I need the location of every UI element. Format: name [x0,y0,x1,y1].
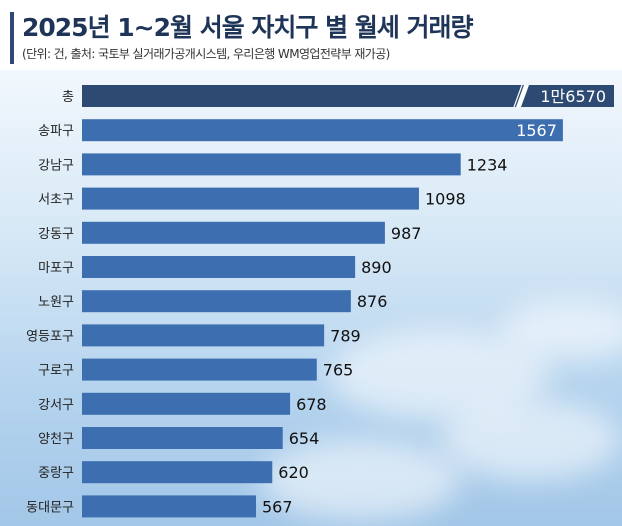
category-label: 중랑구 [38,466,74,481]
category-label: 양천구 [38,432,74,447]
category-label: 강남구 [38,158,74,173]
bar [82,187,419,210]
axis-break-line [513,84,523,108]
bar [82,495,257,518]
category-label: 마포구 [38,261,74,276]
bar [82,392,291,415]
category-label: 동대문구 [26,500,74,515]
cloud-decoration [500,300,622,360]
category-label: 송파구 [38,124,74,139]
category-label: 강서구 [38,398,74,413]
chart-header: 2025년 1~2월 서울 자치구 별 월세 거래량 (단위: 건, 출처: 국… [0,0,622,70]
category-label: 강동구 [38,227,74,242]
value-label: 1567 [516,121,557,140]
value-label: 1234 [467,155,508,174]
axis-break-mark [516,85,529,107]
cloud-decoration [260,440,460,520]
bar [82,256,356,278]
value-label: 654 [289,429,320,448]
bar [82,427,283,449]
value-label: 620 [278,463,309,482]
value-label: 890 [361,258,392,277]
bar [82,461,273,484]
value-label: 567 [262,497,293,516]
category-label: 서초구 [38,193,74,208]
chart-subtitle: (단위: 건, 출처: 국토부 실거래가공개시스템, 우리은행 WM영업전략부 … [22,47,390,61]
value-label: 1098 [425,190,466,209]
value-label: 789 [330,326,361,345]
category-label: 총 [62,90,74,105]
value-label: 678 [296,395,327,414]
value-label: 987 [391,224,422,243]
value-label-total: 1만6570 [540,87,606,106]
title-accent-bar [10,12,14,64]
value-label: 876 [357,292,388,311]
chart-title: 2025년 1~2월 서울 자치구 별 월세 거래량 [22,13,474,42]
bar [82,119,563,142]
bar [82,221,385,244]
bar [82,324,325,347]
category-label: 노원구 [38,295,74,310]
bar [82,153,461,176]
value-label: 765 [323,361,354,380]
category-label: 영등포구 [26,329,74,344]
cloud-decoration [440,400,620,480]
bar-total [82,85,614,107]
category-label: 구로구 [38,364,74,379]
bar [82,358,317,381]
bar [82,290,351,313]
